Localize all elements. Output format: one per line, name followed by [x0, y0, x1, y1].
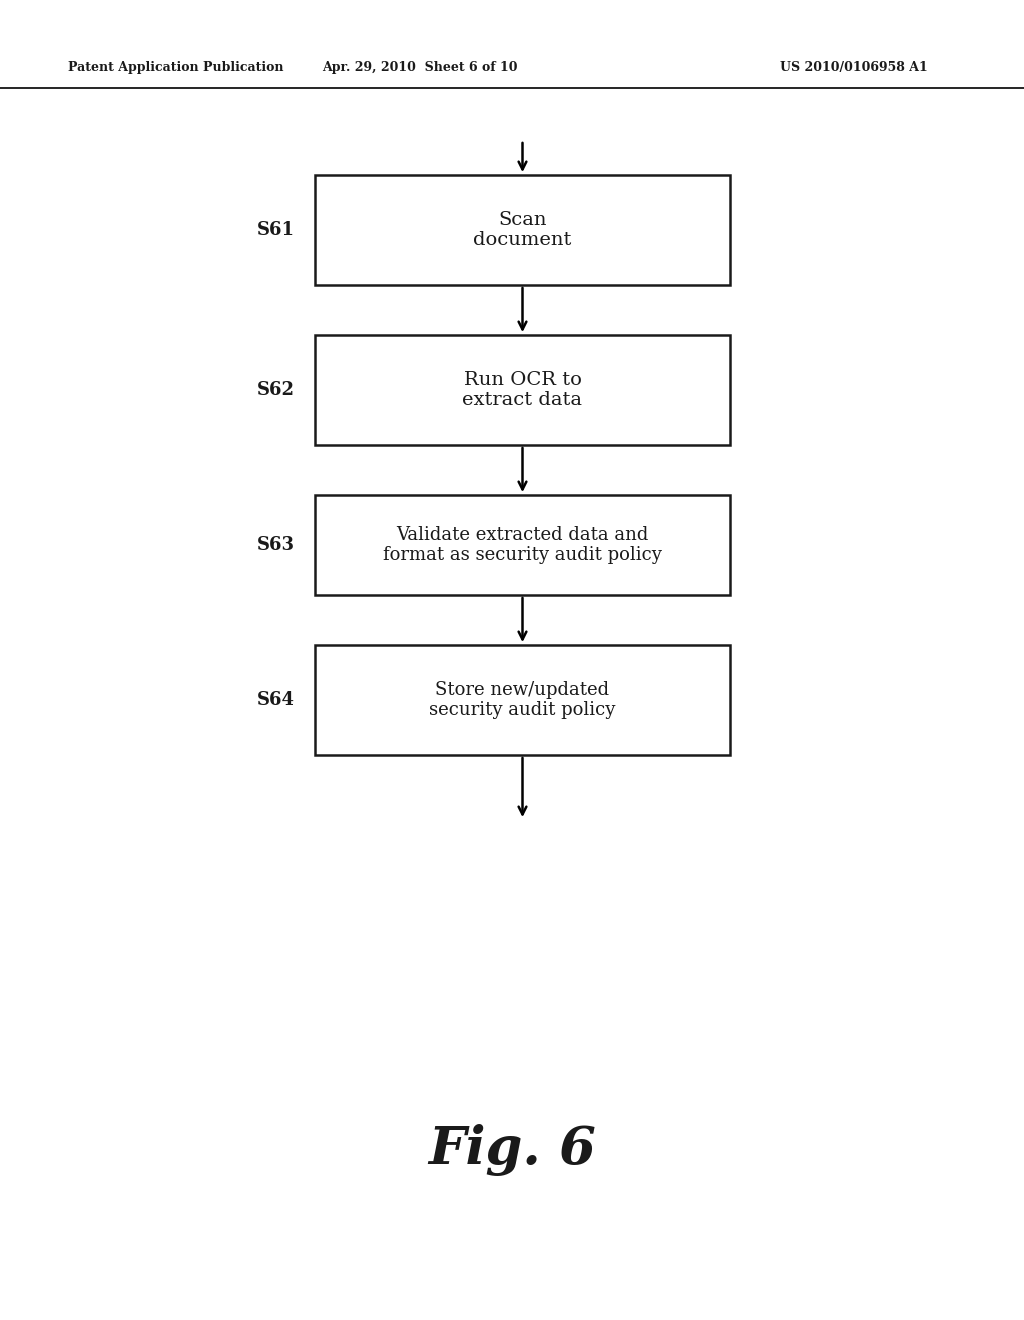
FancyBboxPatch shape	[315, 495, 730, 595]
Text: Scan
document: Scan document	[473, 211, 571, 249]
Text: S63: S63	[257, 536, 295, 554]
FancyBboxPatch shape	[315, 335, 730, 445]
FancyBboxPatch shape	[315, 645, 730, 755]
Text: Patent Application Publication: Patent Application Publication	[68, 62, 284, 74]
Text: Apr. 29, 2010  Sheet 6 of 10: Apr. 29, 2010 Sheet 6 of 10	[323, 62, 518, 74]
Text: S62: S62	[257, 381, 295, 399]
Text: Fig. 6: Fig. 6	[428, 1125, 596, 1176]
Text: US 2010/0106958 A1: US 2010/0106958 A1	[780, 62, 928, 74]
Text: Store new/updated
security audit policy: Store new/updated security audit policy	[429, 681, 615, 719]
FancyBboxPatch shape	[315, 176, 730, 285]
Text: S61: S61	[257, 220, 295, 239]
Text: Run OCR to
extract data: Run OCR to extract data	[463, 371, 583, 409]
Text: S64: S64	[257, 690, 295, 709]
Text: Validate extracted data and
format as security audit policy: Validate extracted data and format as se…	[383, 525, 662, 565]
